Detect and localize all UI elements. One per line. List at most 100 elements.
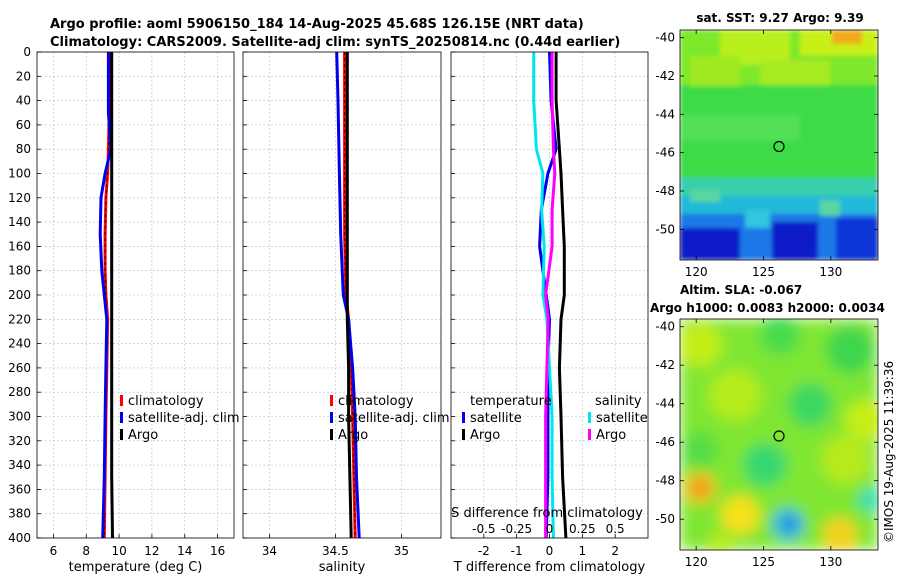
legend-label-t-argo: Argo bbox=[470, 428, 500, 443]
map-y-tick-label: -44 bbox=[655, 107, 675, 121]
temperature-panel: 0 20 40 60 80 100 120 140 160 180 200 220 240 260 280 3… bbox=[8, 45, 240, 575]
y-tick-label: 60 bbox=[16, 118, 31, 132]
y-tick-label: 220 bbox=[8, 312, 31, 326]
legend-swatch-argo bbox=[330, 429, 333, 440]
legend-label-s-satellite: satellite bbox=[596, 411, 648, 426]
y-tick-label: 340 bbox=[8, 458, 31, 472]
y-tick-label: 180 bbox=[8, 264, 31, 278]
imos-watermark: ©IMOS 19-Aug-2025 11:39:36 bbox=[882, 361, 896, 543]
x-tick-label: 34 bbox=[262, 544, 277, 558]
x-tick-label: 0 bbox=[546, 544, 554, 558]
x-axis-label: T difference from climatology bbox=[453, 560, 646, 575]
map-x-tick-label: 120 bbox=[685, 265, 708, 279]
y-tick-label: 400 bbox=[8, 531, 31, 545]
legend-swatch-t-argo bbox=[462, 429, 465, 440]
map-x-tick-label: 125 bbox=[752, 555, 775, 569]
x-tick-label: 14 bbox=[177, 544, 192, 558]
series-line-s-satellite bbox=[532, 52, 555, 539]
x-tick-label: 8 bbox=[82, 544, 90, 558]
x-axis-label: salinity bbox=[319, 560, 366, 575]
legend-label-argo: Argo bbox=[128, 428, 158, 443]
plot-frame bbox=[242, 51, 442, 539]
y-tick-label: 360 bbox=[8, 482, 31, 496]
x-tick-label: -1 bbox=[511, 544, 523, 558]
y-tick-label: 100 bbox=[8, 167, 31, 181]
x-tick-label: 6 bbox=[50, 544, 58, 558]
climatology-dash-overlay bbox=[103, 52, 110, 539]
sla-map-axes: -40 -42 -44 -46 -48 -50 120 125 130 bbox=[655, 319, 878, 569]
sla-map-subtitle: Argo h1000: 0.0083 h2000: 0.0034 bbox=[650, 301, 885, 315]
s-tick-label: 0.25 bbox=[569, 522, 596, 536]
sst-map-title: sat. SST: 9.27 Argo: 9.39 bbox=[696, 11, 863, 25]
map-y-tick-label: -46 bbox=[655, 435, 675, 449]
y-tick-label: 20 bbox=[16, 69, 31, 83]
map-y-tick-label: -50 bbox=[655, 512, 675, 526]
plot-frame bbox=[450, 51, 649, 539]
y-tick-label: 160 bbox=[8, 239, 31, 253]
y-tick-label: 300 bbox=[8, 410, 31, 424]
map-y-tick-label: -42 bbox=[655, 358, 675, 372]
sla-argo-location-marker bbox=[773, 430, 785, 442]
legend-label-t-satellite: satellite bbox=[470, 411, 522, 426]
climatology-dash-overlay bbox=[344, 52, 356, 539]
y-tick-label: 200 bbox=[8, 288, 31, 302]
salinity-panel: 34 34.5 35 salinity climatology satellite-adj… bbox=[242, 51, 450, 575]
legend-swatch-s-satellite bbox=[588, 412, 591, 423]
map-y-tick-label: -40 bbox=[655, 31, 675, 45]
x-tick-label: 2 bbox=[611, 544, 619, 558]
x-tick-label: 1 bbox=[579, 544, 587, 558]
y-tick-label: 0 bbox=[23, 45, 31, 59]
sla-map bbox=[680, 319, 878, 550]
sst-argo-location-marker bbox=[773, 140, 785, 153]
map-y-tick-label: -44 bbox=[655, 397, 675, 411]
s-axis-label: S difference from climatology bbox=[451, 506, 643, 521]
series-line-argo bbox=[345, 52, 353, 539]
legend-swatch-argo bbox=[120, 429, 123, 440]
s-tick-label: 0.5 bbox=[606, 522, 625, 536]
sla-map-title: Altim. SLA: -0.067 bbox=[680, 283, 802, 297]
sst-map-axes: -40 -42 -44 -46 -48 -50 120 125 130 bbox=[655, 30, 878, 279]
y-tick-label: 40 bbox=[16, 94, 31, 108]
map-y-tick-label: -40 bbox=[655, 320, 675, 334]
legend-swatch-satellite-adj bbox=[330, 412, 333, 423]
x-tick-label: -2 bbox=[478, 544, 490, 558]
legend-title-temperature: temperature bbox=[470, 394, 552, 409]
x-tick-label: 16 bbox=[210, 544, 225, 558]
series-line-argo bbox=[110, 52, 114, 539]
map-y-tick-label: -50 bbox=[655, 222, 675, 236]
legend-label-satellite-adj: satellite-adj. clim bbox=[128, 411, 240, 426]
s-tick-label: -0.5 bbox=[472, 522, 495, 536]
x-tick-label: 12 bbox=[144, 544, 159, 558]
legend-label-s-argo: Argo bbox=[596, 428, 626, 443]
s-tick-label: 0 bbox=[546, 522, 554, 536]
y-tick-label: 140 bbox=[8, 215, 31, 229]
legend-label-climatology: climatology bbox=[338, 394, 414, 409]
x-tick-label: 34.5 bbox=[322, 544, 349, 558]
x-axis-label: temperature (deg C) bbox=[69, 560, 203, 575]
y-tick-label: 240 bbox=[8, 337, 31, 351]
sst-map bbox=[680, 30, 878, 260]
legend-title-salinity: salinity bbox=[595, 394, 642, 409]
map-y-tick-label: -48 bbox=[655, 184, 675, 198]
y-tick-label: 380 bbox=[8, 507, 31, 521]
legend-swatch-satellite-adj bbox=[120, 412, 123, 423]
y-tick-label: 80 bbox=[16, 142, 31, 156]
legend-label-climatology: climatology bbox=[128, 394, 204, 409]
legend-swatch-climatology bbox=[120, 395, 123, 406]
y-tick-label: 260 bbox=[8, 361, 31, 375]
s-tick-label: -0.25 bbox=[501, 522, 532, 536]
y-tick-label: 120 bbox=[8, 191, 31, 205]
map-x-tick-label: 130 bbox=[819, 265, 842, 279]
map-x-tick-label: 130 bbox=[819, 555, 842, 569]
series-line-t-argo bbox=[554, 52, 568, 539]
sla-map-frame bbox=[679, 318, 879, 551]
map-y-tick-label: -42 bbox=[655, 69, 675, 83]
map-x-tick-label: 125 bbox=[752, 265, 775, 279]
series-line-s-argo bbox=[544, 52, 557, 538]
plot-frame bbox=[36, 51, 235, 539]
figure-title: Argo profile: aoml 5906150_184 14-Aug-20… bbox=[50, 17, 584, 32]
legend-swatch-t-satellite bbox=[462, 412, 465, 423]
legend-swatch-s-argo bbox=[588, 429, 591, 440]
y-tick-label: 320 bbox=[8, 434, 31, 448]
figure-subtitle: Climatology: CARS2009. Satellite-adj cli… bbox=[50, 35, 620, 50]
